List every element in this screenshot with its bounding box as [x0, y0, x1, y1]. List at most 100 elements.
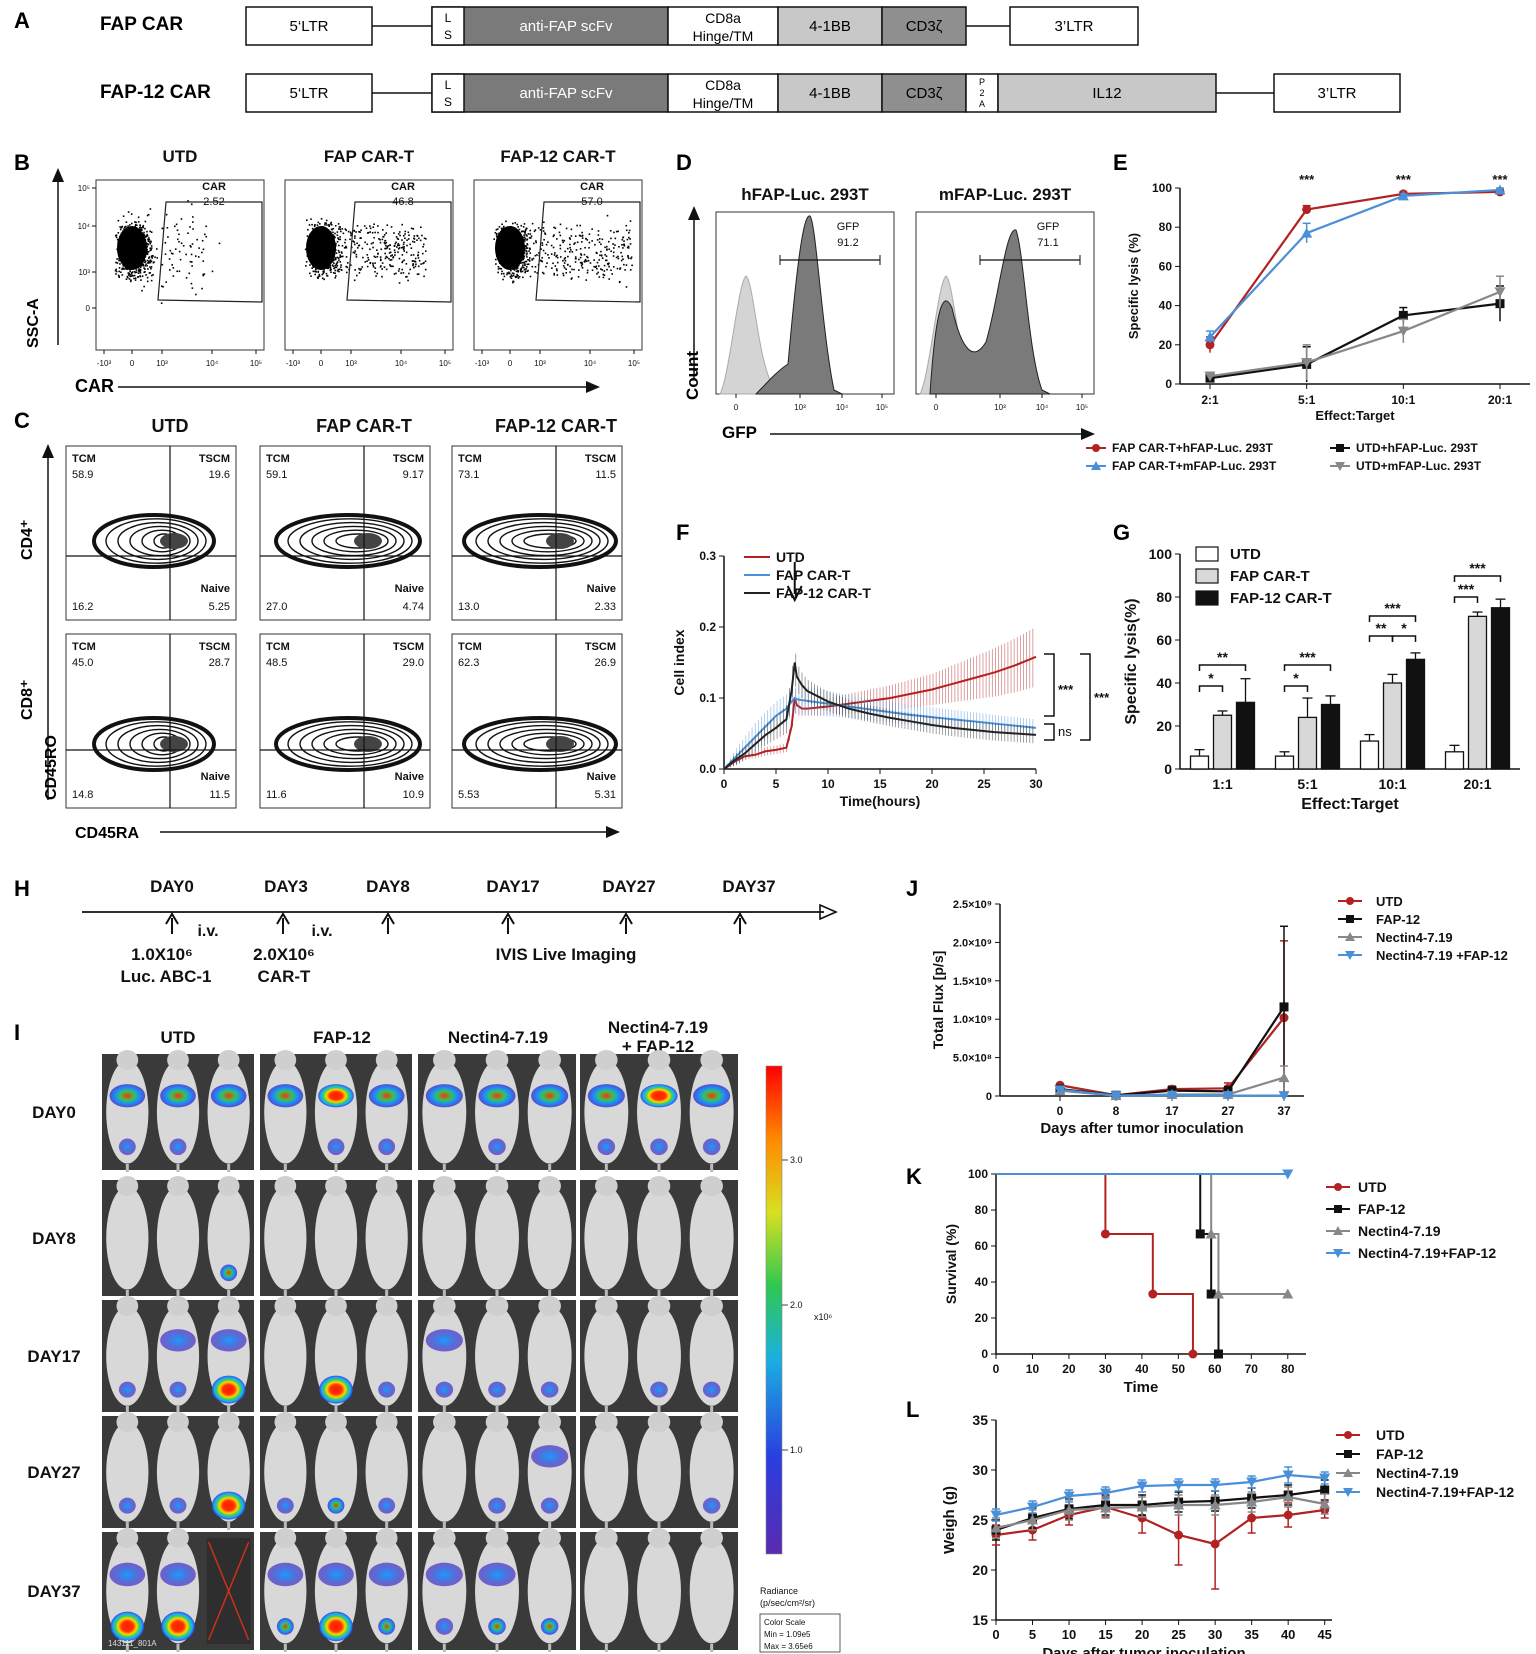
contour-ring: [311, 728, 397, 760]
event-dot: [339, 256, 341, 259]
mouse-body: [422, 1186, 467, 1290]
event-dot: [369, 225, 371, 227]
color-scale-box: [759, 1613, 841, 1653]
event-dot: [569, 265, 572, 268]
group-title: Nectin4-7.19: [448, 1028, 548, 1047]
data-point: [1319, 1498, 1331, 1509]
sample-histogram: [929, 229, 1051, 395]
control-histogram: [719, 275, 784, 395]
data-point: [1301, 227, 1313, 238]
series-line: [995, 1488, 1325, 1532]
event-dot: [526, 252, 528, 255]
data-point: [1209, 1499, 1221, 1510]
event-dot: [569, 246, 571, 249]
event-dot: [629, 243, 632, 245]
event-dot: [541, 244, 544, 246]
event-dot: [510, 269, 512, 272]
il12-label: IL12: [1092, 85, 1121, 102]
event-dot: [401, 260, 404, 263]
event-dot: [187, 232, 189, 234]
y-tick-label: 0: [86, 304, 91, 313]
event-dot: [347, 262, 349, 264]
event-dot: [117, 231, 120, 234]
legend-swatch: [1195, 568, 1219, 584]
event-dot: [523, 268, 526, 271]
event-dot: [553, 274, 556, 276]
mouse-head: [274, 1050, 297, 1070]
event-dot: [385, 268, 388, 271]
event-dot: [331, 261, 334, 263]
panel-d-letter: D: [676, 150, 692, 175]
abdominal-signal: [587, 1084, 625, 1108]
data-point: [1063, 1504, 1075, 1515]
event-dot: [372, 264, 374, 266]
event-dot: [545, 265, 547, 268]
data-point: [1397, 190, 1409, 201]
event-dot: [417, 254, 419, 257]
event-dot: [512, 281, 514, 284]
event-dot: [125, 221, 128, 223]
mouse-head: [167, 1050, 189, 1070]
series-0: [723, 628, 1037, 770]
mouse-head: [700, 1176, 723, 1196]
event-dot: [358, 244, 361, 247]
mouse-head: [485, 1050, 509, 1070]
mouse-body: [264, 1306, 307, 1406]
event-dot: [146, 233, 148, 236]
panel-l-letter: L: [906, 1397, 919, 1422]
event-dot: [149, 242, 152, 245]
y-axis-label: Survival (%): [943, 1224, 959, 1304]
event-dot: [581, 235, 583, 237]
event-dot: [145, 263, 147, 265]
x-tick-label: 37: [1277, 1104, 1291, 1118]
event-dot: [150, 274, 153, 277]
pelvic-signal: [169, 1497, 187, 1514]
legend-label: UTD+hFAP-Luc. 293T: [1356, 441, 1478, 455]
event-dot: [389, 259, 392, 261]
event-dot: [606, 249, 608, 251]
event-dot: [612, 255, 615, 257]
cd8-row-label: CD8⁺: [19, 680, 36, 720]
mouse-head: [375, 1176, 398, 1196]
y-axis-label: Specific lysis (%): [1126, 233, 1141, 339]
event-dot: [580, 262, 583, 265]
event-dot: [371, 231, 374, 234]
event-dot: [335, 266, 338, 269]
mouse-head: [325, 1176, 347, 1196]
mouse-head: [375, 1412, 398, 1432]
event-dot: [604, 259, 607, 262]
x-tick-label: 0: [130, 359, 135, 368]
series-0: [1055, 940, 1289, 1100]
event-dot: [339, 230, 342, 233]
mouse-head: [167, 1296, 189, 1316]
event-dot: [322, 270, 324, 273]
mouse-body: [475, 1306, 519, 1406]
event-dot: [540, 260, 543, 262]
event-dot: [147, 238, 149, 241]
series-1: [991, 1479, 1330, 1541]
event-dot: [405, 263, 408, 265]
event-dot: [565, 271, 568, 274]
event-dot: [556, 254, 558, 257]
x-tick-label: 60: [1208, 1362, 1222, 1376]
event-dot: [359, 269, 362, 271]
event-dot: [132, 274, 134, 277]
series-0: [991, 1496, 1330, 1590]
event-dot: [550, 253, 553, 255]
y-tick-label: 60: [975, 1239, 989, 1253]
event-dot: [424, 260, 427, 263]
event-dot: [520, 270, 522, 273]
event-dot: [195, 293, 197, 296]
y-tick-label: 100: [1152, 181, 1172, 195]
event-dot: [376, 249, 378, 251]
day-label: DAY8: [366, 877, 410, 896]
event-dot: [527, 263, 530, 265]
event-dot: [115, 261, 117, 264]
gate-name: GFP: [1037, 221, 1060, 233]
event-dot: [420, 226, 422, 229]
y-tick-label: 40: [1159, 299, 1173, 313]
event-dot: [144, 265, 147, 267]
event-dot: [180, 242, 183, 245]
mouse-body: [156, 1186, 200, 1290]
event-dot: [569, 238, 572, 240]
